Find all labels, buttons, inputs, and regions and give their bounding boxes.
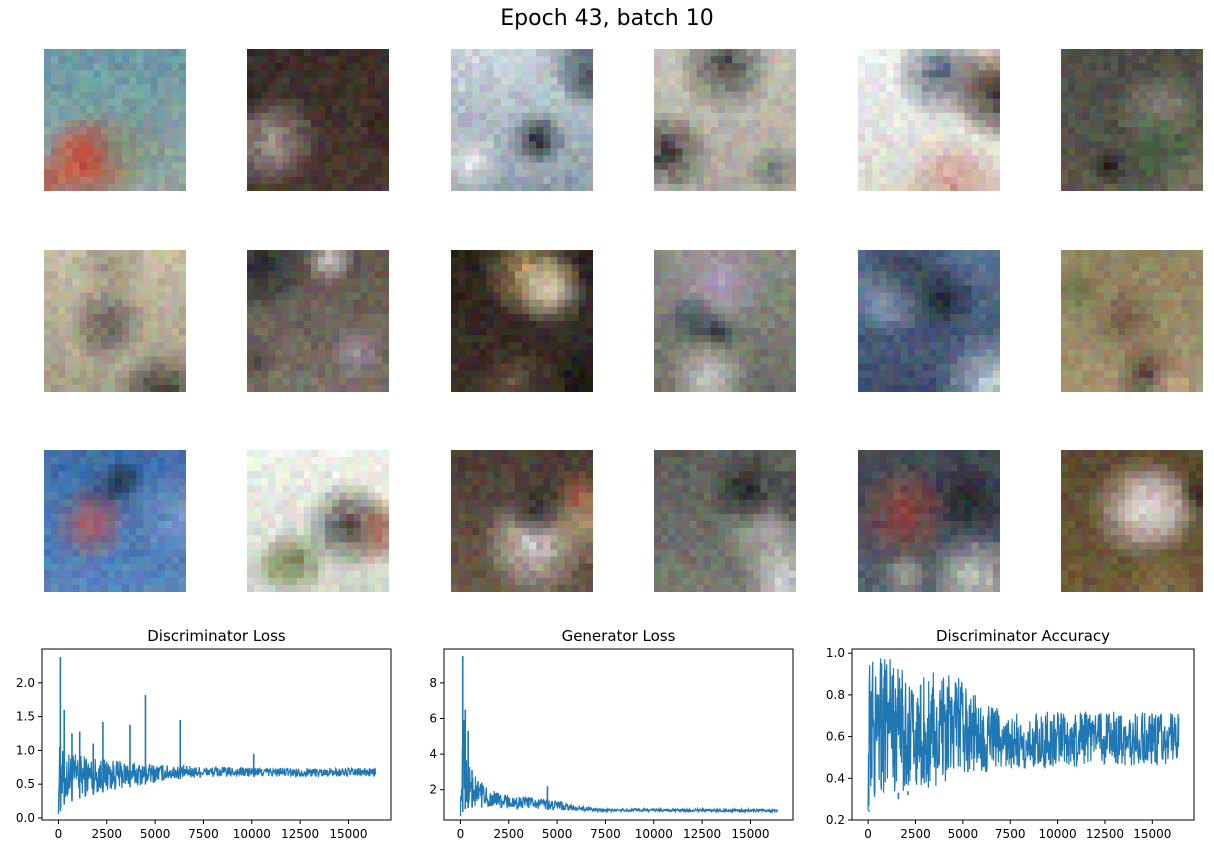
generated-image-tile [451,250,593,392]
x-tick-label: 12500 [281,827,319,841]
y-tick-label: 0.4 [826,771,845,785]
series-line [459,720,779,816]
y-tick-label: 2 [429,783,437,797]
axes-frame [41,648,392,821]
series-line [867,658,1180,810]
y-tick-label: 2.0 [16,676,35,690]
y-tick-label: 1.0 [826,646,845,660]
axes-frame [443,648,794,821]
chart-title: Generator Loss [562,627,676,645]
figure-title: Epoch 43, batch 10 [500,6,714,31]
x-tick-label: 0 [864,827,872,841]
generated-image-tile [1061,450,1203,592]
x-tick-label: 10000 [635,827,673,841]
y-tick-label: 0.5 [16,777,35,791]
generated-image-tile [44,450,186,592]
y-tick-label: 1.5 [16,710,35,724]
x-tick-label: 5000 [140,827,171,841]
generated-image-tile [858,49,1000,191]
x-tick-label: 2500 [91,827,122,841]
generated-image-tile [858,250,1000,392]
generated-image-tile [451,450,593,592]
x-tick-label: 2500 [493,827,524,841]
series-line [57,746,377,814]
generated-image-tile [247,250,389,392]
y-tick-label: 0.2 [826,813,845,827]
generated-image-tile [654,49,796,191]
generated-image-tile [247,49,389,191]
generated-image-tile [654,250,796,392]
x-tick-label: 12500 [1086,827,1124,841]
x-tick-label: 15000 [1133,827,1171,841]
chart-title: Discriminator Accuracy [936,627,1110,645]
y-tick-label: 0.6 [826,730,845,744]
y-tick-label: 1.0 [16,743,35,757]
y-tick-label: 8 [429,676,437,690]
x-tick-label: 12500 [683,827,721,841]
y-tick-label: 4 [429,747,437,761]
generated-image-tile [858,450,1000,592]
generated-image-tile [451,49,593,191]
axes-frame [851,648,1195,821]
generated-image-tile [247,450,389,592]
x-tick-label: 15000 [329,827,367,841]
generated-image-tile [654,450,796,592]
x-tick-label: 10000 [233,827,271,841]
x-tick-label: 2500 [900,827,931,841]
x-tick-label: 5000 [542,827,573,841]
x-tick-label: 7500 [590,827,621,841]
generated-image-tile [44,49,186,191]
x-tick-label: 10000 [1038,827,1076,841]
x-tick-label: 0 [55,827,63,841]
x-tick-label: 0 [457,827,465,841]
x-tick-label: 7500 [188,827,219,841]
generated-image-tile [44,250,186,392]
chart-title: Discriminator Loss [147,627,286,645]
x-tick-label: 15000 [731,827,769,841]
y-tick-label: 0.8 [826,688,845,702]
x-tick-label: 5000 [948,827,979,841]
x-tick-label: 7500 [995,827,1026,841]
y-tick-label: 0.0 [16,811,35,825]
generated-image-tile [1061,250,1203,392]
generated-image-tile [1061,49,1203,191]
y-tick-label: 6 [429,711,437,725]
